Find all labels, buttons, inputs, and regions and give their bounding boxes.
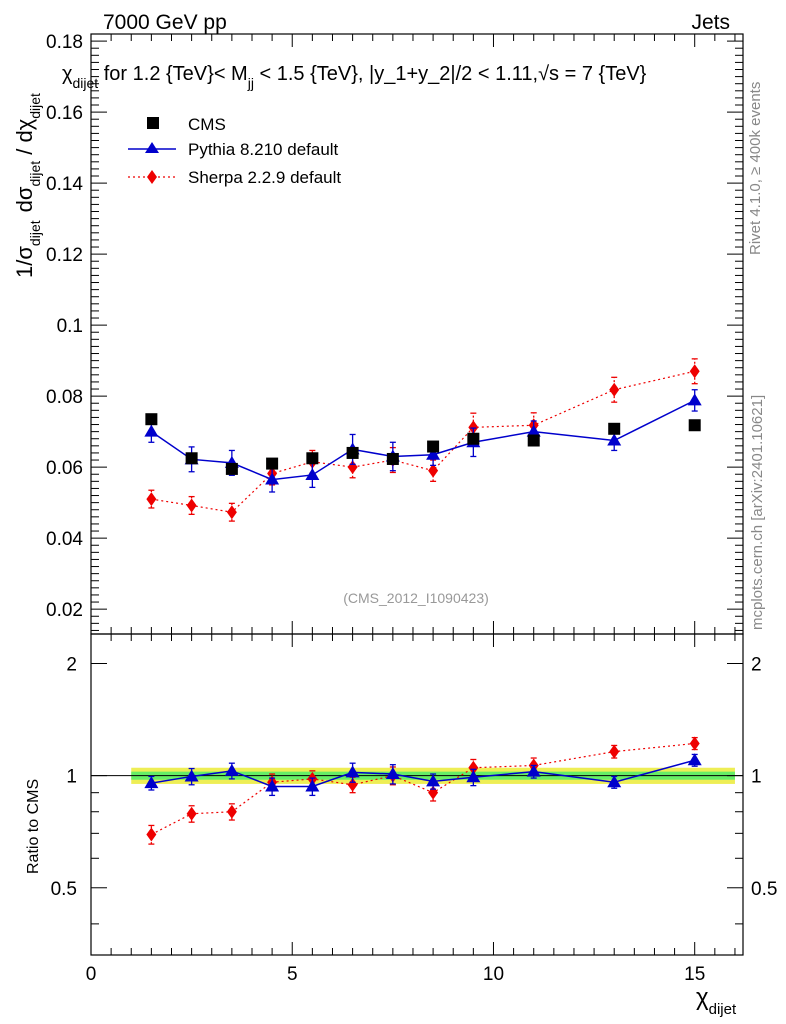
main-y-tick-label: 0.14 (46, 174, 83, 195)
main-cms-point (306, 452, 319, 465)
header-right: Jets (691, 11, 730, 34)
rivet-label: Rivet 4.1.0, ≥ 400k events (747, 82, 764, 255)
main-pythia-line (150, 399, 696, 481)
main-sherpa-point (226, 505, 237, 520)
ratio-sherpa-point (609, 744, 620, 759)
ratio-sherpa-point (186, 806, 197, 821)
ratio-pythia-line (151, 759, 695, 788)
main-sherpa-point (347, 460, 358, 475)
ratio-y-tick-label-left: 0.5 (51, 879, 77, 900)
main-cms-point (608, 422, 621, 435)
ratio-sherpa-point (347, 777, 358, 792)
main-sherpa-point (146, 492, 157, 507)
ratio-sherpa-point (468, 760, 479, 775)
legend-cms-label: CMS (188, 115, 226, 134)
main-cms-point (225, 462, 238, 475)
ratio-pythia-point (184, 769, 199, 782)
ratio-y-tick-label-right: 1 (751, 767, 762, 788)
x-tick-label: 5 (287, 964, 298, 985)
ratio-frame (90, 633, 744, 956)
main-y-label: 1/σdijetdσdijet / dχdijet (12, 93, 43, 278)
ratio-pythia-point (526, 764, 541, 777)
main-cms-point (527, 434, 540, 447)
plot-title: χdijet for 1.2 {TeV}< Mjj < 1.5 {TeV}, |… (62, 63, 647, 91)
main-y-tick-label: 0.12 (46, 245, 83, 266)
ratio-y-tick-label-right: 0.5 (751, 879, 777, 900)
main-pythia-point (265, 472, 280, 485)
main-cms-point (467, 432, 480, 445)
x-tick-label: 10 (483, 964, 504, 985)
x-axis-label: χdijet (696, 984, 737, 1018)
legend-cms-marker (147, 117, 159, 129)
ratio-pythia-point (265, 779, 280, 792)
axes: 0 5 10 15 0.02 0.04 0.06 0.08 0.1 0.12 0.14 0.16 0.1… (46, 32, 777, 985)
x-tick-label: 15 (684, 964, 705, 985)
main-sherpa-point (186, 498, 197, 513)
main-y-tick-label: 0.08 (46, 387, 83, 408)
main-pythia-point (607, 433, 622, 446)
main-y-tick-label: 0.18 (46, 32, 83, 53)
ratio-pythia-point (687, 753, 702, 766)
ratio-y-tick-label-left: 1 (66, 767, 77, 788)
main-cms-point (346, 446, 359, 459)
main-sherpa-point (468, 420, 479, 435)
legend-pythia-label: Pythia 8.210 default (188, 140, 339, 159)
ratio-y-tick-label-right: 2 (751, 654, 762, 675)
main-cms-point (266, 457, 279, 470)
main-pythia-point (305, 467, 320, 480)
header-left: 7000 GeV pp (103, 11, 227, 34)
main-cms-point (145, 413, 158, 426)
main-cms-point (386, 452, 399, 465)
main-sherpa-line (151, 370, 695, 513)
mcplots-label: mcplots.cern.ch [arXiv:2401.10621] (749, 395, 766, 630)
main-sherpa-point (609, 382, 620, 397)
main-y-tick-label: 0.06 (46, 458, 83, 479)
ratio-pythia-point (426, 774, 441, 787)
ratio-pythia-point (607, 775, 622, 788)
ratio-pythia-point (144, 776, 159, 789)
main-pythia-point (426, 447, 441, 460)
legend-sherpa-marker (147, 170, 157, 184)
main-y-tick-label: 0.16 (46, 103, 83, 124)
main-y-tick-label: 0.1 (57, 316, 83, 337)
main-cms-point (688, 419, 701, 432)
analysis-watermark: (CMS_2012_I1090423) (343, 590, 489, 606)
main-sherpa-point (428, 463, 439, 478)
ratio-sherpa-point (689, 736, 700, 751)
ratio-pythia-point (466, 770, 481, 783)
legend: CMS Pythia 8.210 default Sherpa 2.2.9 de… (128, 115, 341, 187)
x-tick-label: 0 (86, 964, 97, 985)
main-cms-point (185, 452, 198, 465)
main-cms-point (427, 440, 440, 453)
ratio-pythia-point (305, 779, 320, 792)
ratio-sherpa-point (146, 827, 157, 842)
ratio-y-tick-label-left: 2 (66, 654, 77, 675)
legend-sherpa-label: Sherpa 2.2.9 default (188, 168, 341, 187)
legend-pythia-marker (145, 142, 159, 153)
main-pythia-point (144, 424, 159, 437)
ratio-pythia-point (224, 763, 239, 776)
main-y-tick-label: 0.02 (46, 600, 83, 621)
main-sherpa-point (689, 364, 700, 379)
ratio-pythia-point (345, 765, 360, 778)
ratio-pythia-point (385, 767, 400, 780)
main-y-tick-label: 0.04 (46, 529, 83, 550)
ratio-sherpa-point (226, 804, 237, 819)
data-marks (144, 358, 702, 845)
main-pythia-point (526, 424, 541, 437)
ratio-y-label: Ratio to CMS (25, 779, 42, 874)
main-pythia-point (687, 393, 702, 406)
